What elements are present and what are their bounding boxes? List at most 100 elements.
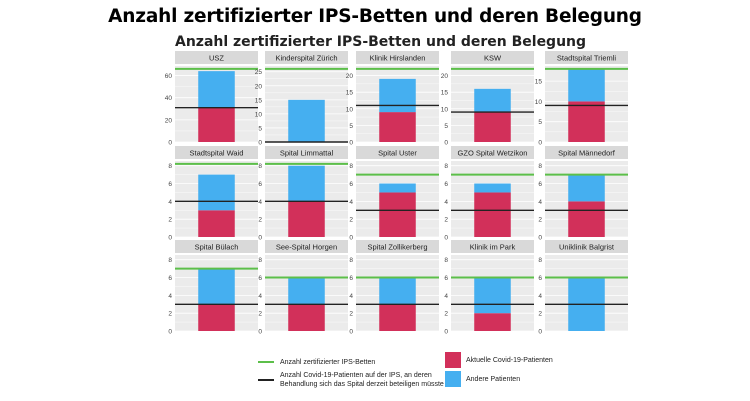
y-tick-label: 6 <box>258 181 262 188</box>
y-tick-label: 0 <box>349 235 353 242</box>
bar-covid-spital-zollikerberg <box>379 304 416 331</box>
y-tick-label: 6 <box>444 275 448 282</box>
y-tick-label: 0 <box>349 140 353 147</box>
bar-covid-gzo-spital-wetzikon <box>474 192 511 237</box>
y-tick-label: 20 <box>441 73 449 80</box>
y-tick-label: 0 <box>444 235 448 242</box>
y-tick-label: 2 <box>444 217 448 224</box>
y-tick-label: 6 <box>444 181 448 188</box>
banner-title: Anzahl zertifizierter IPS-Betten und der… <box>108 6 642 27</box>
y-tick-label: 8 <box>258 163 262 170</box>
y-tick-label: 4 <box>444 293 448 300</box>
y-tick-label: 0 <box>444 329 448 336</box>
panel-strip-spital-bülach <box>175 240 258 253</box>
y-tick-label: 5 <box>349 123 353 130</box>
y-tick-label: 0 <box>168 329 172 336</box>
bar-covid-usz <box>198 107 235 142</box>
panel-strip-kinderspital-zürich <box>265 51 348 64</box>
y-tick-label: 6 <box>349 181 353 188</box>
panel-strip-spital-zollikerberg <box>356 240 439 253</box>
y-tick-label: 8 <box>349 163 353 170</box>
bar-other-spital-bülach <box>198 268 235 305</box>
panel-strip-gzo-spital-wetzikon <box>451 146 534 159</box>
y-tick-label: 15 <box>535 79 543 86</box>
bar-other-stadtspital-triemli <box>568 68 605 102</box>
bar-covid-klinik-im-park <box>474 313 511 331</box>
panel-title-spital-limmattal: Spital Limmattal <box>280 149 334 158</box>
y-tick-label: 15 <box>441 90 449 97</box>
y-tick-label: 2 <box>349 217 353 224</box>
y-tick-label: 6 <box>168 181 172 188</box>
panel-strip-klinik-im-park <box>451 240 534 253</box>
y-tick-label: 20 <box>346 73 354 80</box>
bar-other-spital-uster <box>379 183 416 193</box>
y-tick-label: 2 <box>349 311 353 318</box>
bar-covid-spital-bülach <box>198 304 235 331</box>
bar-covid-ksw <box>474 112 511 142</box>
y-tick-label: 6 <box>258 275 262 282</box>
panel-strip-stadtspital-triemli <box>545 51 628 64</box>
y-tick-label: 4 <box>258 199 262 206</box>
y-tick-label: 2 <box>258 217 262 224</box>
y-tick-label: 2 <box>538 311 542 318</box>
panel-strip-uniklinik-balgrist <box>545 240 628 253</box>
y-tick-label: 0 <box>168 140 172 147</box>
panel-strip-ksw <box>451 51 534 64</box>
y-tick-label: 4 <box>168 293 172 300</box>
panel-title-ksw: KSW <box>484 54 502 63</box>
y-tick-label: 20 <box>255 83 263 90</box>
y-tick-label: 2 <box>258 311 262 318</box>
y-tick-label: 60 <box>165 73 173 80</box>
panel-strip-usz <box>175 51 258 64</box>
panel-title-klinik-im-park: Klinik im Park <box>470 243 516 252</box>
bar-other-gzo-spital-wetzikon <box>474 183 511 193</box>
bar-other-klinik-im-park <box>474 277 511 314</box>
panel-strip-stadtspital-waid <box>175 146 258 159</box>
y-tick-label: 8 <box>168 257 172 264</box>
y-tick-label: 25 <box>255 69 263 76</box>
panel-title-kinderspital-zürich: Kinderspital Zürich <box>275 54 337 63</box>
y-tick-label: 8 <box>349 257 353 264</box>
bar-covid-spital-männedorf <box>568 201 605 237</box>
y-tick-label: 6 <box>538 181 542 188</box>
panel-title-spital-zollikerberg: Spital Zollikerberg <box>367 243 427 252</box>
y-tick-label: 8 <box>168 163 172 170</box>
y-tick-label: 8 <box>258 257 262 264</box>
bar-other-klinik-hirslanden <box>379 78 416 113</box>
panel-title-klinik-hirslanden: Klinik Hirslanden <box>370 54 426 63</box>
y-tick-label: 20 <box>165 117 173 124</box>
y-tick-label: 15 <box>255 97 263 104</box>
y-tick-label: 6 <box>349 275 353 282</box>
bar-other-stadtspital-waid <box>198 174 235 211</box>
bar-covid-klinik-hirslanden <box>379 112 416 142</box>
y-tick-label: 10 <box>255 111 263 118</box>
y-tick-label: 4 <box>349 199 353 206</box>
y-tick-label: 0 <box>538 140 542 147</box>
panel-title-spital-bülach: Spital Bülach <box>195 243 239 252</box>
y-tick-label: 0 <box>258 329 262 336</box>
y-tick-label: 0 <box>258 140 262 147</box>
y-tick-label: 2 <box>168 311 172 318</box>
panel-strip-spital-männedorf <box>545 146 628 159</box>
panel-title-see-spital-horgen: See-Spital Horgen <box>276 243 337 252</box>
panel-strip-spital-limmattal <box>265 146 348 159</box>
y-tick-label: 0 <box>538 235 542 242</box>
y-tick-label: 0 <box>258 235 262 242</box>
panel-title-gzo-spital-wetzikon: GZO Spital Wetzikon <box>458 149 528 158</box>
y-tick-label: 10 <box>441 106 449 113</box>
panel-title-stadtspital-triemli: Stadtspital Triemli <box>557 54 617 63</box>
y-tick-label: 6 <box>168 275 172 282</box>
y-tick-label: 8 <box>444 163 448 170</box>
y-tick-label: 10 <box>535 99 543 106</box>
y-tick-label: 6 <box>538 275 542 282</box>
y-tick-label: 2 <box>538 217 542 224</box>
y-tick-label: 0 <box>349 329 353 336</box>
y-tick-label: 8 <box>538 163 542 170</box>
y-tick-label: 4 <box>258 293 262 300</box>
y-tick-label: 4 <box>538 293 542 300</box>
panel-title-spital-uster: Spital Uster <box>378 149 417 158</box>
panel-strip-see-spital-horgen <box>265 240 348 253</box>
y-tick-label: 10 <box>346 106 354 113</box>
y-tick-label: 2 <box>444 311 448 318</box>
